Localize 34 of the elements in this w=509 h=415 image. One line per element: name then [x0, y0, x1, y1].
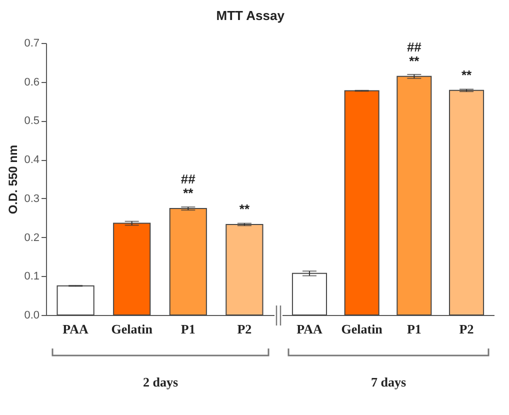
- x-tick-label: P1: [180, 322, 196, 336]
- y-tick-label: 0.2: [24, 232, 40, 244]
- x-tick-label: P2: [459, 322, 474, 336]
- x-tick-label: P1: [406, 322, 422, 336]
- chart-title: MTT Assay: [216, 8, 286, 23]
- y-tick-label: 0.0: [24, 310, 40, 322]
- bar: [449, 90, 484, 316]
- annotation: ##: [406, 39, 422, 54]
- bar: [226, 224, 264, 316]
- y-tick-label: 0.6: [24, 76, 40, 88]
- x-tick-label: Gelatin: [341, 322, 384, 336]
- x-axis-title: 2 days: [142, 374, 178, 390]
- bar: [344, 90, 380, 316]
- x-tick-label: Gelatin: [111, 322, 154, 336]
- bar: [56, 285, 94, 316]
- bar: [169, 208, 207, 316]
- y-axis-title: O.D. 550 nm: [6, 144, 20, 214]
- y-tick-label: 0.3: [24, 192, 40, 205]
- y-tick-label: 0.4: [24, 154, 40, 166]
- x-tick-label: PAA: [62, 322, 90, 336]
- y-tick-label: 0.1: [24, 270, 40, 283]
- annotation: **: [409, 53, 420, 68]
- annotation: **: [239, 201, 250, 216]
- x-tick-label: PAA: [296, 322, 323, 336]
- bar: [292, 272, 327, 316]
- x-tick-label: P2: [237, 322, 252, 336]
- y-tick-label: 0.5: [24, 115, 40, 128]
- bar: [396, 76, 432, 316]
- x-axis-title: 7 days: [370, 374, 406, 390]
- annotation: **: [183, 186, 194, 201]
- bar: [113, 222, 151, 316]
- y-tick-label: 0.7: [24, 38, 40, 50]
- annotation: ##: [180, 172, 196, 187]
- annotation: **: [461, 67, 473, 82]
